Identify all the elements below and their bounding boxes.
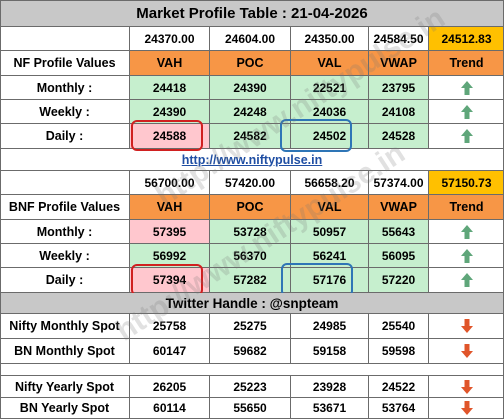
bnf-level-poc: 57420.00 bbox=[210, 171, 291, 195]
nf-profile-label: NF Profile Values bbox=[0, 51, 130, 76]
nf-header-poc: POC bbox=[210, 51, 291, 76]
nf-header-vwap: VWAP bbox=[369, 51, 429, 76]
twitter-handle: Twitter Handle : @snpteam bbox=[0, 293, 504, 314]
nifty-yearly-spot-val: 23928 bbox=[291, 376, 369, 398]
bn-yearly-spot-val: 53671 bbox=[291, 398, 369, 419]
bnf-row-daily-label: Daily : bbox=[0, 268, 130, 293]
nifty-yearly-spot-trend bbox=[429, 376, 504, 398]
nifty-yearly-spot-poc: 25223 bbox=[210, 376, 291, 398]
arrow-down-icon bbox=[460, 344, 473, 358]
nifty-yearly-spot-vwap: 24522 bbox=[369, 376, 429, 398]
nf-daily-poc: 24582 bbox=[210, 124, 291, 149]
bn-yearly-spot-vwap: 53764 bbox=[369, 398, 429, 419]
bn-yearly-spot-label: BN Yearly Spot bbox=[0, 398, 130, 419]
nifty-monthly-spot-val: 24985 bbox=[291, 314, 369, 339]
nifty-monthly-spot-vwap: 25540 bbox=[369, 314, 429, 339]
bnf-daily-vwap: 57220 bbox=[369, 268, 429, 293]
nf-weekly-poc: 24248 bbox=[210, 100, 291, 124]
nf-monthly-trend bbox=[429, 76, 504, 100]
arrow-up-icon bbox=[460, 129, 473, 143]
nf-header-vah: VAH bbox=[130, 51, 210, 76]
arrow-up-icon bbox=[460, 273, 473, 287]
bn-monthly-spot-val: 59158 bbox=[291, 339, 369, 364]
bnf-weekly-poc: 56370 bbox=[210, 244, 291, 268]
nf-spot-price: 24512.83 bbox=[429, 27, 504, 51]
bn-monthly-spot-trend bbox=[429, 339, 504, 364]
nf-monthly-val: 22521 bbox=[291, 76, 369, 100]
bnf-row-weekly-label: Weekly : bbox=[0, 244, 130, 268]
nifty-monthly-spot-vah: 25758 bbox=[130, 314, 210, 339]
bn-yearly-spot-vah: 60114 bbox=[130, 398, 210, 419]
arrow-up-icon bbox=[460, 248, 473, 263]
nf-level-val: 24350.00 bbox=[291, 27, 369, 51]
bnf-weekly-vah: 56992 bbox=[130, 244, 210, 268]
nifty-yearly-spot-label: Nifty Yearly Spot bbox=[0, 376, 130, 398]
bn-monthly-spot-label: BN Monthly Spot bbox=[0, 339, 130, 364]
bnf-levels-blank bbox=[0, 171, 130, 195]
nf-row-monthly-label: Monthly : bbox=[0, 76, 130, 100]
nf-weekly-vwap: 24108 bbox=[369, 100, 429, 124]
nf-header-val: VAL bbox=[291, 51, 369, 76]
bnf-header-vwap: VWAP bbox=[369, 195, 429, 220]
arrow-up-icon bbox=[460, 224, 473, 239]
table-title: Market Profile Table : 21-04-2026 bbox=[0, 0, 504, 27]
bnf-header-vah: VAH bbox=[130, 195, 210, 220]
bnf-daily-val: 57176 bbox=[291, 268, 369, 293]
bnf-header-poc: POC bbox=[210, 195, 291, 220]
nf-weekly-val: 24036 bbox=[291, 100, 369, 124]
bnf-header-val: VAL bbox=[291, 195, 369, 220]
bnf-monthly-vah: 57395 bbox=[130, 220, 210, 244]
bnf-level-vah: 56700.00 bbox=[130, 171, 210, 195]
arrow-down-icon bbox=[460, 401, 473, 415]
bn-yearly-spot-trend bbox=[429, 398, 504, 419]
bnf-profile-label: BNF Profile Values bbox=[0, 195, 130, 220]
bnf-daily-trend bbox=[429, 268, 504, 293]
nf-row-daily-label: Daily : bbox=[0, 124, 130, 149]
nifty-monthly-spot-trend bbox=[429, 314, 504, 339]
nifty-yearly-spot-vah: 26205 bbox=[130, 376, 210, 398]
bnf-weekly-val: 56241 bbox=[291, 244, 369, 268]
bnf-monthly-vwap: 55643 bbox=[369, 220, 429, 244]
bnf-daily-poc: 57282 bbox=[210, 268, 291, 293]
website-link[interactable]: http://www.niftypulse.in bbox=[181, 152, 323, 167]
bnf-daily-vah: 57394 bbox=[130, 268, 210, 293]
spacer-row bbox=[0, 364, 504, 376]
bnf-header-trend: Trend bbox=[429, 195, 504, 220]
bnf-level-vwap: 57374.00 bbox=[369, 171, 429, 195]
nf-level-vwap: 24584.50 bbox=[369, 27, 429, 51]
arrow-up-icon bbox=[460, 80, 473, 95]
nf-daily-vwap: 24528 bbox=[369, 124, 429, 149]
bn-monthly-spot-vah: 60147 bbox=[130, 339, 210, 364]
bn-yearly-spot-poc: 55650 bbox=[210, 398, 291, 419]
nf-row-weekly-label: Weekly : bbox=[0, 100, 130, 124]
nf-daily-val: 24502 bbox=[291, 124, 369, 149]
arrow-down-icon bbox=[460, 319, 473, 333]
nf-weekly-trend bbox=[429, 100, 504, 124]
bnf-monthly-trend bbox=[429, 220, 504, 244]
nf-weekly-vah: 24390 bbox=[130, 100, 210, 124]
bnf-monthly-poc: 53728 bbox=[210, 220, 291, 244]
link-row: http://www.niftypulse.in bbox=[0, 149, 504, 171]
bnf-monthly-val: 50957 bbox=[291, 220, 369, 244]
nf-daily-trend bbox=[429, 124, 504, 149]
nf-monthly-vah: 24418 bbox=[130, 76, 210, 100]
arrow-up-icon bbox=[460, 104, 473, 119]
bn-monthly-spot-vwap: 59598 bbox=[369, 339, 429, 364]
bnf-spot-price: 57150.73 bbox=[429, 171, 504, 195]
bnf-level-val: 56658.20 bbox=[291, 171, 369, 195]
nf-monthly-poc: 24390 bbox=[210, 76, 291, 100]
arrow-down-icon bbox=[460, 379, 473, 394]
nf-monthly-vwap: 23795 bbox=[369, 76, 429, 100]
bnf-weekly-vwap: 56095 bbox=[369, 244, 429, 268]
nf-header-trend: Trend bbox=[429, 51, 504, 76]
bnf-row-monthly-label: Monthly : bbox=[0, 220, 130, 244]
nf-levels-blank bbox=[0, 27, 130, 51]
nf-level-poc: 24604.00 bbox=[210, 27, 291, 51]
bn-monthly-spot-poc: 59682 bbox=[210, 339, 291, 364]
nf-level-vah: 24370.00 bbox=[130, 27, 210, 51]
bnf-weekly-trend bbox=[429, 244, 504, 268]
nifty-monthly-spot-label: Nifty Monthly Spot bbox=[0, 314, 130, 339]
nf-daily-vah: 24588 bbox=[130, 124, 210, 149]
nifty-monthly-spot-poc: 25275 bbox=[210, 314, 291, 339]
